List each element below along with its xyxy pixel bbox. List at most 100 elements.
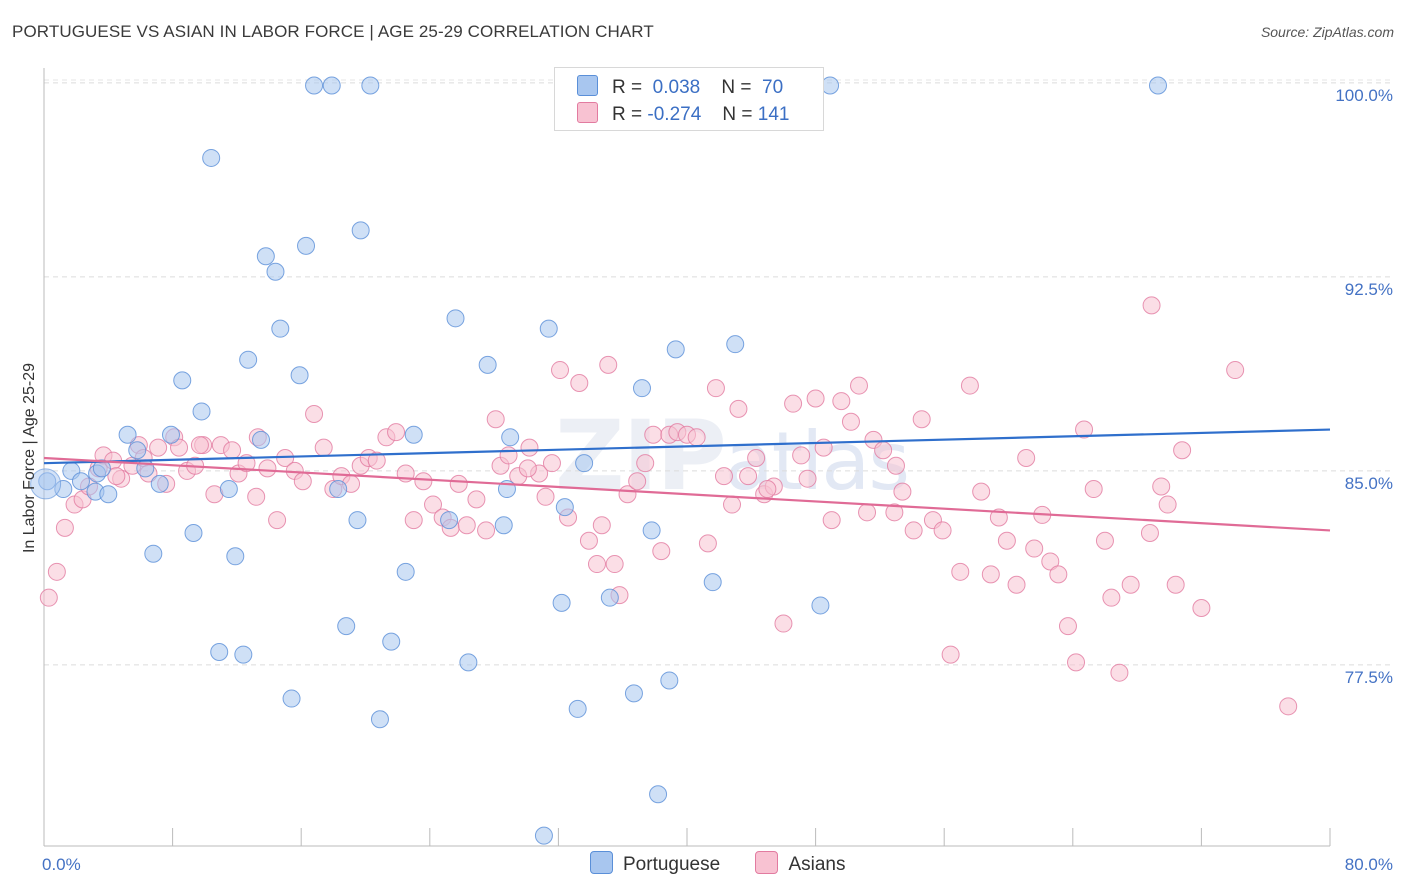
portuguese-point bbox=[703, 573, 722, 592]
portuguese-point bbox=[226, 547, 245, 566]
portuguese-point bbox=[446, 309, 465, 328]
portuguese-point bbox=[642, 521, 661, 540]
asians-point bbox=[467, 490, 486, 509]
portuguese-point bbox=[632, 379, 651, 398]
legend-n-label: N = bbox=[721, 77, 752, 98]
portuguese-point bbox=[624, 684, 643, 703]
portuguese-point bbox=[459, 653, 478, 672]
asians-point bbox=[404, 511, 423, 530]
chart-title: PORTUGUESE VS ASIAN IN LABOR FORCE | AGE… bbox=[12, 22, 654, 41]
asians-point bbox=[1166, 575, 1185, 594]
portuguese-point bbox=[297, 236, 316, 255]
asians-point bbox=[1173, 441, 1192, 460]
legend-n-value: 70 bbox=[762, 77, 784, 98]
asians-point bbox=[885, 503, 904, 522]
portuguese-point bbox=[501, 428, 520, 447]
asians-point bbox=[893, 482, 912, 501]
portuguese-point bbox=[649, 785, 668, 804]
asians-point bbox=[424, 495, 443, 514]
x-tick-label: 80.0% bbox=[1345, 855, 1393, 874]
asians-point bbox=[912, 410, 931, 429]
asians-point bbox=[536, 487, 555, 506]
correlation-legend: R = 0.038 N = 70 R = -0.274 N = 141 bbox=[554, 67, 824, 131]
portuguese-point bbox=[150, 474, 169, 493]
x-tick-label: 0.0% bbox=[42, 855, 81, 874]
portuguese-point bbox=[666, 340, 685, 359]
asians-point bbox=[652, 542, 671, 561]
asians-point bbox=[981, 565, 1000, 584]
asians-point bbox=[542, 454, 561, 473]
asians-point bbox=[1102, 588, 1121, 607]
portuguese-point bbox=[404, 425, 423, 444]
portuguese-point bbox=[370, 710, 389, 729]
portuguese-point bbox=[128, 441, 147, 460]
asians-point bbox=[774, 614, 793, 633]
asians-point bbox=[367, 451, 386, 470]
legend-item-portuguese[interactable]: Portuguese bbox=[590, 851, 720, 876]
legend-n-label: N = bbox=[722, 104, 753, 125]
asians-point bbox=[1041, 552, 1060, 571]
portuguese-point bbox=[726, 335, 745, 354]
asians-point bbox=[1058, 617, 1077, 636]
asians-point bbox=[941, 645, 960, 664]
portuguese-point bbox=[202, 148, 221, 167]
portuguese-point bbox=[282, 689, 301, 708]
asians-point bbox=[1110, 663, 1129, 682]
asians-point bbox=[1095, 531, 1114, 550]
source-label: Source: ZipAtlas.com bbox=[1260, 24, 1394, 40]
portuguese-point bbox=[305, 76, 324, 95]
asians-point bbox=[551, 361, 570, 380]
legend-r-value: 0.038 bbox=[652, 77, 701, 98]
asians-point bbox=[107, 467, 126, 486]
asians-point bbox=[1084, 480, 1103, 499]
portuguese-point bbox=[396, 562, 415, 581]
portuguese-point bbox=[539, 319, 558, 338]
legend-r-value: -0.274 bbox=[647, 104, 702, 125]
asians-point bbox=[570, 373, 589, 392]
asians-point bbox=[933, 521, 952, 540]
asians-point bbox=[605, 555, 624, 574]
asians-point bbox=[486, 410, 505, 429]
portuguese-point bbox=[494, 516, 513, 535]
portuguese-point bbox=[219, 480, 238, 499]
axis-labels: 77.5% 85.0% 92.5% 100.0% 0.0% 80.0% In Labor F… bbox=[21, 86, 1393, 874]
portuguese-point bbox=[322, 76, 341, 95]
asians-point bbox=[1067, 653, 1086, 672]
asians-point bbox=[258, 459, 277, 478]
portuguese-point bbox=[71, 472, 90, 491]
asians-point bbox=[305, 405, 324, 424]
asians-point bbox=[841, 412, 860, 431]
portuguese-point bbox=[92, 459, 111, 478]
asians-point bbox=[874, 441, 893, 460]
asians-point bbox=[499, 446, 518, 465]
asians-point bbox=[1025, 539, 1044, 558]
portuguese-point bbox=[252, 430, 271, 449]
asians-point bbox=[628, 472, 647, 491]
asians-point bbox=[972, 482, 991, 501]
asians-point bbox=[1075, 420, 1094, 439]
asians-point bbox=[1140, 524, 1159, 543]
asians-point bbox=[904, 521, 923, 540]
asians-point bbox=[170, 438, 189, 457]
asians-point bbox=[997, 531, 1016, 550]
asians-point bbox=[758, 480, 777, 499]
asians-point bbox=[1017, 449, 1036, 467]
portuguese-point bbox=[99, 485, 118, 504]
asians-point bbox=[587, 555, 606, 574]
legend-label-portuguese: Portuguese bbox=[623, 854, 721, 875]
portuguese-point bbox=[440, 511, 459, 530]
portuguese-points bbox=[30, 76, 1167, 845]
portuguese-point bbox=[239, 350, 258, 369]
asians-point bbox=[960, 376, 979, 395]
asians-point bbox=[714, 467, 733, 486]
asians-point bbox=[190, 436, 209, 455]
portuguese-point bbox=[256, 247, 275, 266]
legend-item-asians[interactable]: Asians bbox=[755, 851, 846, 876]
asians-point bbox=[314, 438, 333, 457]
legend-row-portuguese: R = 0.038 N = 70 bbox=[577, 75, 783, 101]
portuguese-point bbox=[290, 366, 309, 385]
portuguese-point bbox=[575, 454, 594, 473]
asians-point bbox=[739, 467, 758, 486]
legend-swatch-asians bbox=[755, 851, 779, 874]
legend-r-label: R = bbox=[612, 77, 643, 98]
